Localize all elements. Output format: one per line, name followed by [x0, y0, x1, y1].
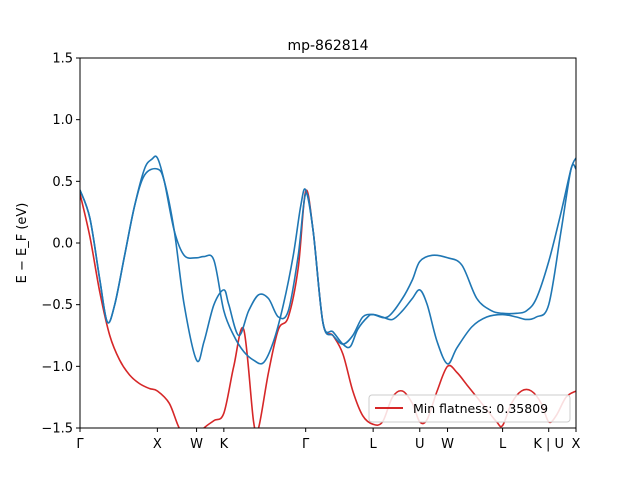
legend: Min flatness: 0.35809: [368, 394, 571, 423]
x-tick-label-2: W: [190, 437, 203, 452]
legend-label: Min flatness: 0.35809: [413, 401, 548, 416]
legend-box: [368, 394, 571, 423]
y-axis-label: E − E_F (eV): [15, 203, 30, 284]
y-tick-label-2: −0.5: [41, 298, 73, 313]
x-tick-label-10: X: [572, 437, 581, 452]
y-tick-label-4: 0.5: [52, 175, 73, 190]
x-tick-label-5: L: [370, 437, 378, 452]
y-tick-label-1: −1.0: [41, 360, 73, 375]
x-axis: Γ X W K Γ L U W L K | U X: [76, 428, 581, 452]
x-tick-label-0: Γ: [76, 437, 84, 452]
x-tick-label-1: X: [153, 437, 162, 452]
x-tick-label-3: K: [220, 437, 229, 452]
x-tick-label-7: W: [441, 437, 454, 452]
x-tick-label-4: Γ: [302, 437, 310, 452]
x-tick-label-9: K | U: [533, 437, 564, 452]
band-series-2: [80, 163, 576, 365]
band-series-1: [80, 155, 576, 365]
y-tick-label-3: 0.0: [52, 237, 73, 252]
x-tick-label-6: U: [415, 437, 425, 452]
y-tick-label-0: −1.5: [41, 422, 73, 437]
chart-title: mp-862814: [287, 38, 368, 54]
y-tick-label-6: 1.5: [52, 52, 73, 67]
x-tick-label-8: L: [499, 437, 507, 452]
y-axis: −1.5 −1.0 −0.5 0.0 0.5 1.0 1.5: [41, 52, 80, 437]
y-tick-label-5: 1.0: [52, 113, 73, 128]
